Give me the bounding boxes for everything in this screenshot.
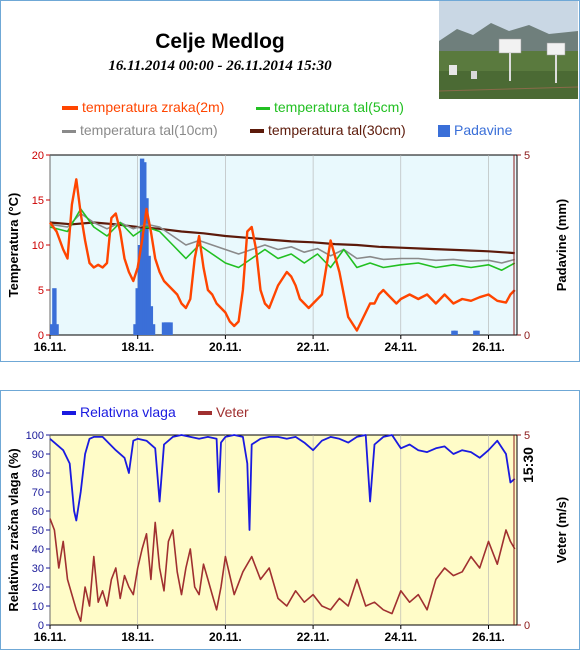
y-tick-label: 15 xyxy=(32,195,44,207)
legend-humidity-swatch xyxy=(62,411,76,416)
y-axis-label: Relativna zračna vlaga (%) xyxy=(6,448,21,611)
legend-soil5: temperatura tal(5cm) xyxy=(256,99,404,115)
x-tick-label: 18.11. xyxy=(121,630,154,644)
precip-bar xyxy=(148,306,154,335)
y-tick-label: 20 xyxy=(32,582,44,594)
series-line-temperatura-tal-5cm- xyxy=(49,208,516,272)
legend-wind-label: Veter xyxy=(216,404,249,420)
x-tick-label: 26.11. xyxy=(472,630,505,644)
legend-soil30-swatch xyxy=(250,129,264,134)
y-tick-label: 80 xyxy=(32,468,44,480)
x-tick-label: 16.11. xyxy=(34,630,67,644)
precip-bar xyxy=(453,330,458,335)
y-tick-label: 60 xyxy=(32,506,44,518)
y-tick-label: 0 xyxy=(38,620,44,632)
series-line-temperatura-zraka-2m- xyxy=(49,178,516,332)
y-tick-label: 90 xyxy=(32,449,44,461)
legend-wind: Veter xyxy=(198,404,249,420)
y2-tick-label: 5 xyxy=(524,150,530,162)
legend-soil10: temperatura tal(10cm) xyxy=(62,122,218,138)
y-tick-label: 0 xyxy=(38,330,44,342)
x-tick-label: 24.11. xyxy=(384,630,417,644)
x-tick-label: 16.11. xyxy=(34,340,67,354)
precip-bar xyxy=(52,288,57,335)
x-tick-label: 22.11. xyxy=(297,340,330,354)
y-tick-label: 20 xyxy=(32,150,44,162)
y2-tick-label: 5 xyxy=(524,430,530,442)
x-tick-label: 20.11. xyxy=(209,630,242,644)
y-axis-label: Temperatura (°C) xyxy=(6,193,21,298)
legend-soil10-swatch xyxy=(62,129,76,133)
legend-humidity: Relativna vlaga xyxy=(62,404,176,420)
precip-bar xyxy=(54,324,59,335)
y2-tick-label: 0 xyxy=(524,330,530,342)
station-photo xyxy=(439,1,578,99)
series-line-veter xyxy=(49,518,516,623)
x-tick-label: 20.11. xyxy=(209,340,242,354)
legend-soil5-label: temperatura tal(5cm) xyxy=(274,99,404,115)
date-range-subtitle: 16.11.2014 00:00 - 26.11.2014 15:30 xyxy=(108,58,332,74)
y2-axis-label: Padavine (mm) xyxy=(554,199,569,291)
legend-air-temp-label: temperatura zraka(2m) xyxy=(82,99,225,115)
timestamp-annotation: 15:30 xyxy=(520,447,536,483)
series-line-temperatura-tal-10cm- xyxy=(49,212,516,264)
y-tick-label: 5 xyxy=(38,285,44,297)
x-tick-label: 24.11. xyxy=(384,340,417,354)
precip-bar xyxy=(475,330,480,335)
x-tick-label: 26.11. xyxy=(472,340,505,354)
y2-tick-label: 0 xyxy=(524,620,530,632)
legend-soil10-label: temperatura tal(10cm) xyxy=(80,122,218,138)
y-tick-label: 100 xyxy=(26,430,44,442)
legend-soil5-swatch xyxy=(256,106,270,110)
precip-bar xyxy=(150,324,156,335)
y-tick-label: 70 xyxy=(32,487,44,499)
legend-precip-label: Padavine xyxy=(454,122,513,138)
legend-humidity-label: Relativna vlaga xyxy=(80,404,176,420)
legend-precip: Padavine xyxy=(438,122,512,138)
precip-bar xyxy=(146,255,151,335)
legend-air-temp: temperatura zraka(2m) xyxy=(62,99,224,115)
y-tick-label: 10 xyxy=(32,240,44,252)
series-line-relativna-vlaga xyxy=(49,434,516,531)
y-tick-label: 30 xyxy=(32,563,44,575)
y2-axis-label: Veter (m/s) xyxy=(554,497,569,563)
legend-soil30-label: temperatura tal(30cm) xyxy=(268,122,406,138)
x-tick-label: 18.11. xyxy=(121,340,154,354)
legend-wind-swatch xyxy=(198,411,212,416)
y-tick-label: 40 xyxy=(32,544,44,556)
legend-air-temp-swatch xyxy=(62,106,78,111)
x-tick-label: 22.11. xyxy=(297,630,330,644)
plot-area-0 xyxy=(49,154,518,336)
precip-bar xyxy=(168,322,173,335)
y-tick-label: 50 xyxy=(32,525,44,537)
legend-precip-swatch xyxy=(438,125,450,138)
station-title: Celje Medlog xyxy=(155,30,285,53)
y-tick-label: 10 xyxy=(32,601,44,613)
legend-soil30: temperatura tal(30cm) xyxy=(250,122,406,138)
